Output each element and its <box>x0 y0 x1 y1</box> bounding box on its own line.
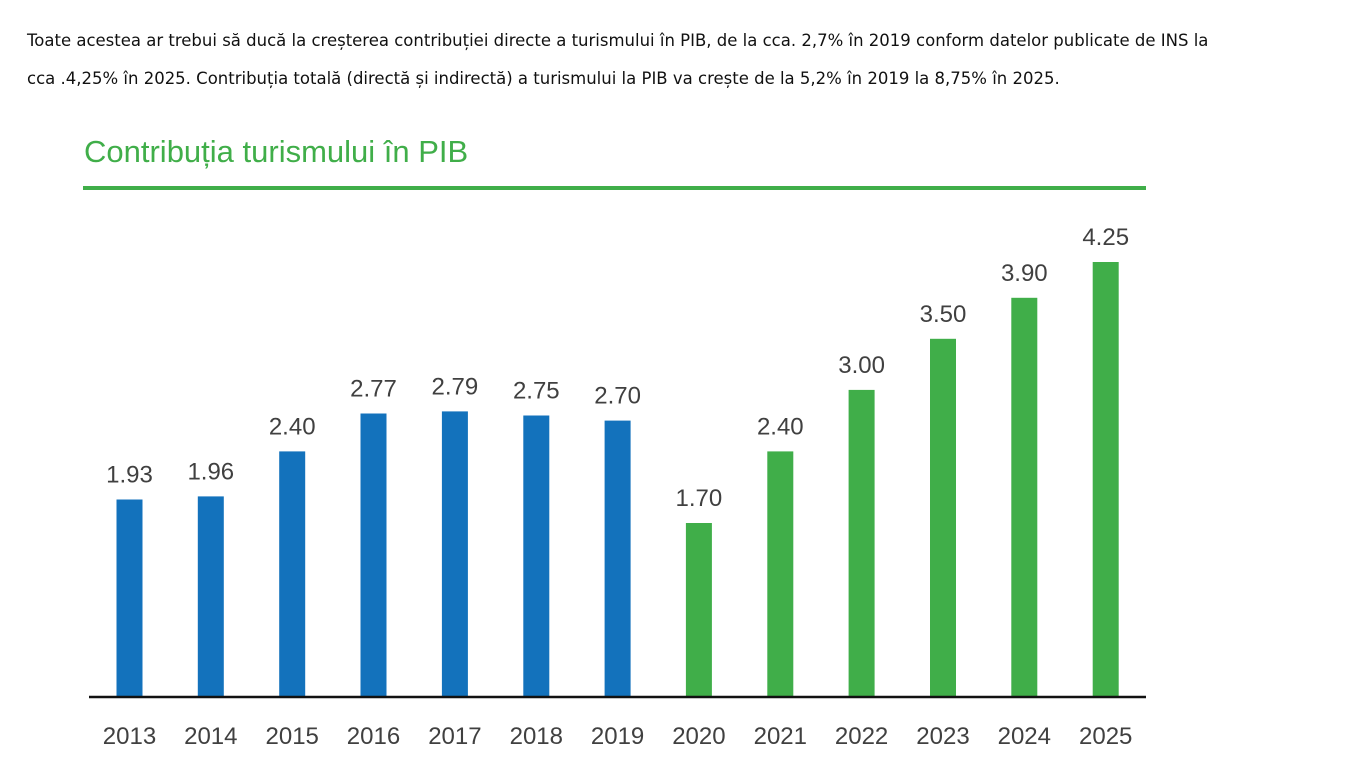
chart-title: Contribuția turismului în PIB <box>84 134 468 169</box>
bar-2013 <box>116 499 143 697</box>
value-label-2025: 4.25 <box>1082 224 1129 251</box>
bar-2019 <box>604 420 631 697</box>
x-tick-label-2022: 2022 <box>835 723 888 750</box>
bar-2022 <box>848 389 875 697</box>
bar-2024 <box>1011 297 1038 697</box>
x-tick-label-2016: 2016 <box>347 723 400 750</box>
x-tick-label-2023: 2023 <box>916 723 969 750</box>
value-label-2023: 3.50 <box>920 301 967 328</box>
value-label-2017: 2.79 <box>432 373 479 400</box>
value-label-2016: 2.77 <box>350 376 397 403</box>
value-label-2018: 2.75 <box>513 378 560 405</box>
x-tick-label-2017: 2017 <box>428 723 481 750</box>
x-tick-label-2020: 2020 <box>672 723 725 750</box>
article-paragraph: Toate acestea ar trebui să ducă la creșt… <box>27 22 1357 98</box>
x-tick-label-2019: 2019 <box>591 723 644 750</box>
value-label-2022: 3.00 <box>838 352 885 379</box>
bar-2015 <box>279 451 306 697</box>
bar-2017 <box>441 411 468 697</box>
x-tick-label-2018: 2018 <box>510 723 563 750</box>
x-tick-labels-group: 2013 2014 2015 2016 2017 2018 2019 2020 2021 2022… <box>103 723 1133 750</box>
value-label-2014: 1.96 <box>187 458 234 485</box>
value-labels-group: 1.93 1.96 2.40 2.77 2.79 2.75 2.70 1.70 2.40 3.00… <box>106 224 1129 512</box>
x-tick-label-2024: 2024 <box>998 723 1051 750</box>
bar-2018 <box>523 415 550 697</box>
article-line-1: Toate acestea ar trebui să ducă la creșt… <box>27 31 1209 50</box>
article-line-2: cca .4,25% în 2025. Contribuția totală (… <box>27 69 1060 88</box>
bars-group <box>116 262 1119 697</box>
x-tick-label-2015: 2015 <box>266 723 319 750</box>
value-label-2021: 2.40 <box>757 413 804 440</box>
x-tick-label-2021: 2021 <box>754 723 807 750</box>
bar-2020 <box>685 523 712 697</box>
bar-2014 <box>197 496 224 697</box>
value-label-2013: 1.93 <box>106 462 153 489</box>
x-tick-label-2014: 2014 <box>184 723 237 750</box>
bar-2021 <box>767 451 794 697</box>
title-underline <box>83 186 1146 190</box>
x-tick-label-2025: 2025 <box>1079 723 1132 750</box>
bar-2016 <box>360 413 387 697</box>
x-tick-label-2013: 2013 <box>103 723 156 750</box>
value-label-2024: 3.90 <box>1001 260 1048 287</box>
bar-2023 <box>930 338 956 697</box>
value-label-2019: 2.70 <box>594 383 641 410</box>
value-label-2020: 1.70 <box>676 485 723 512</box>
value-label-2015: 2.40 <box>269 413 316 440</box>
bar-2025 <box>1092 262 1119 697</box>
